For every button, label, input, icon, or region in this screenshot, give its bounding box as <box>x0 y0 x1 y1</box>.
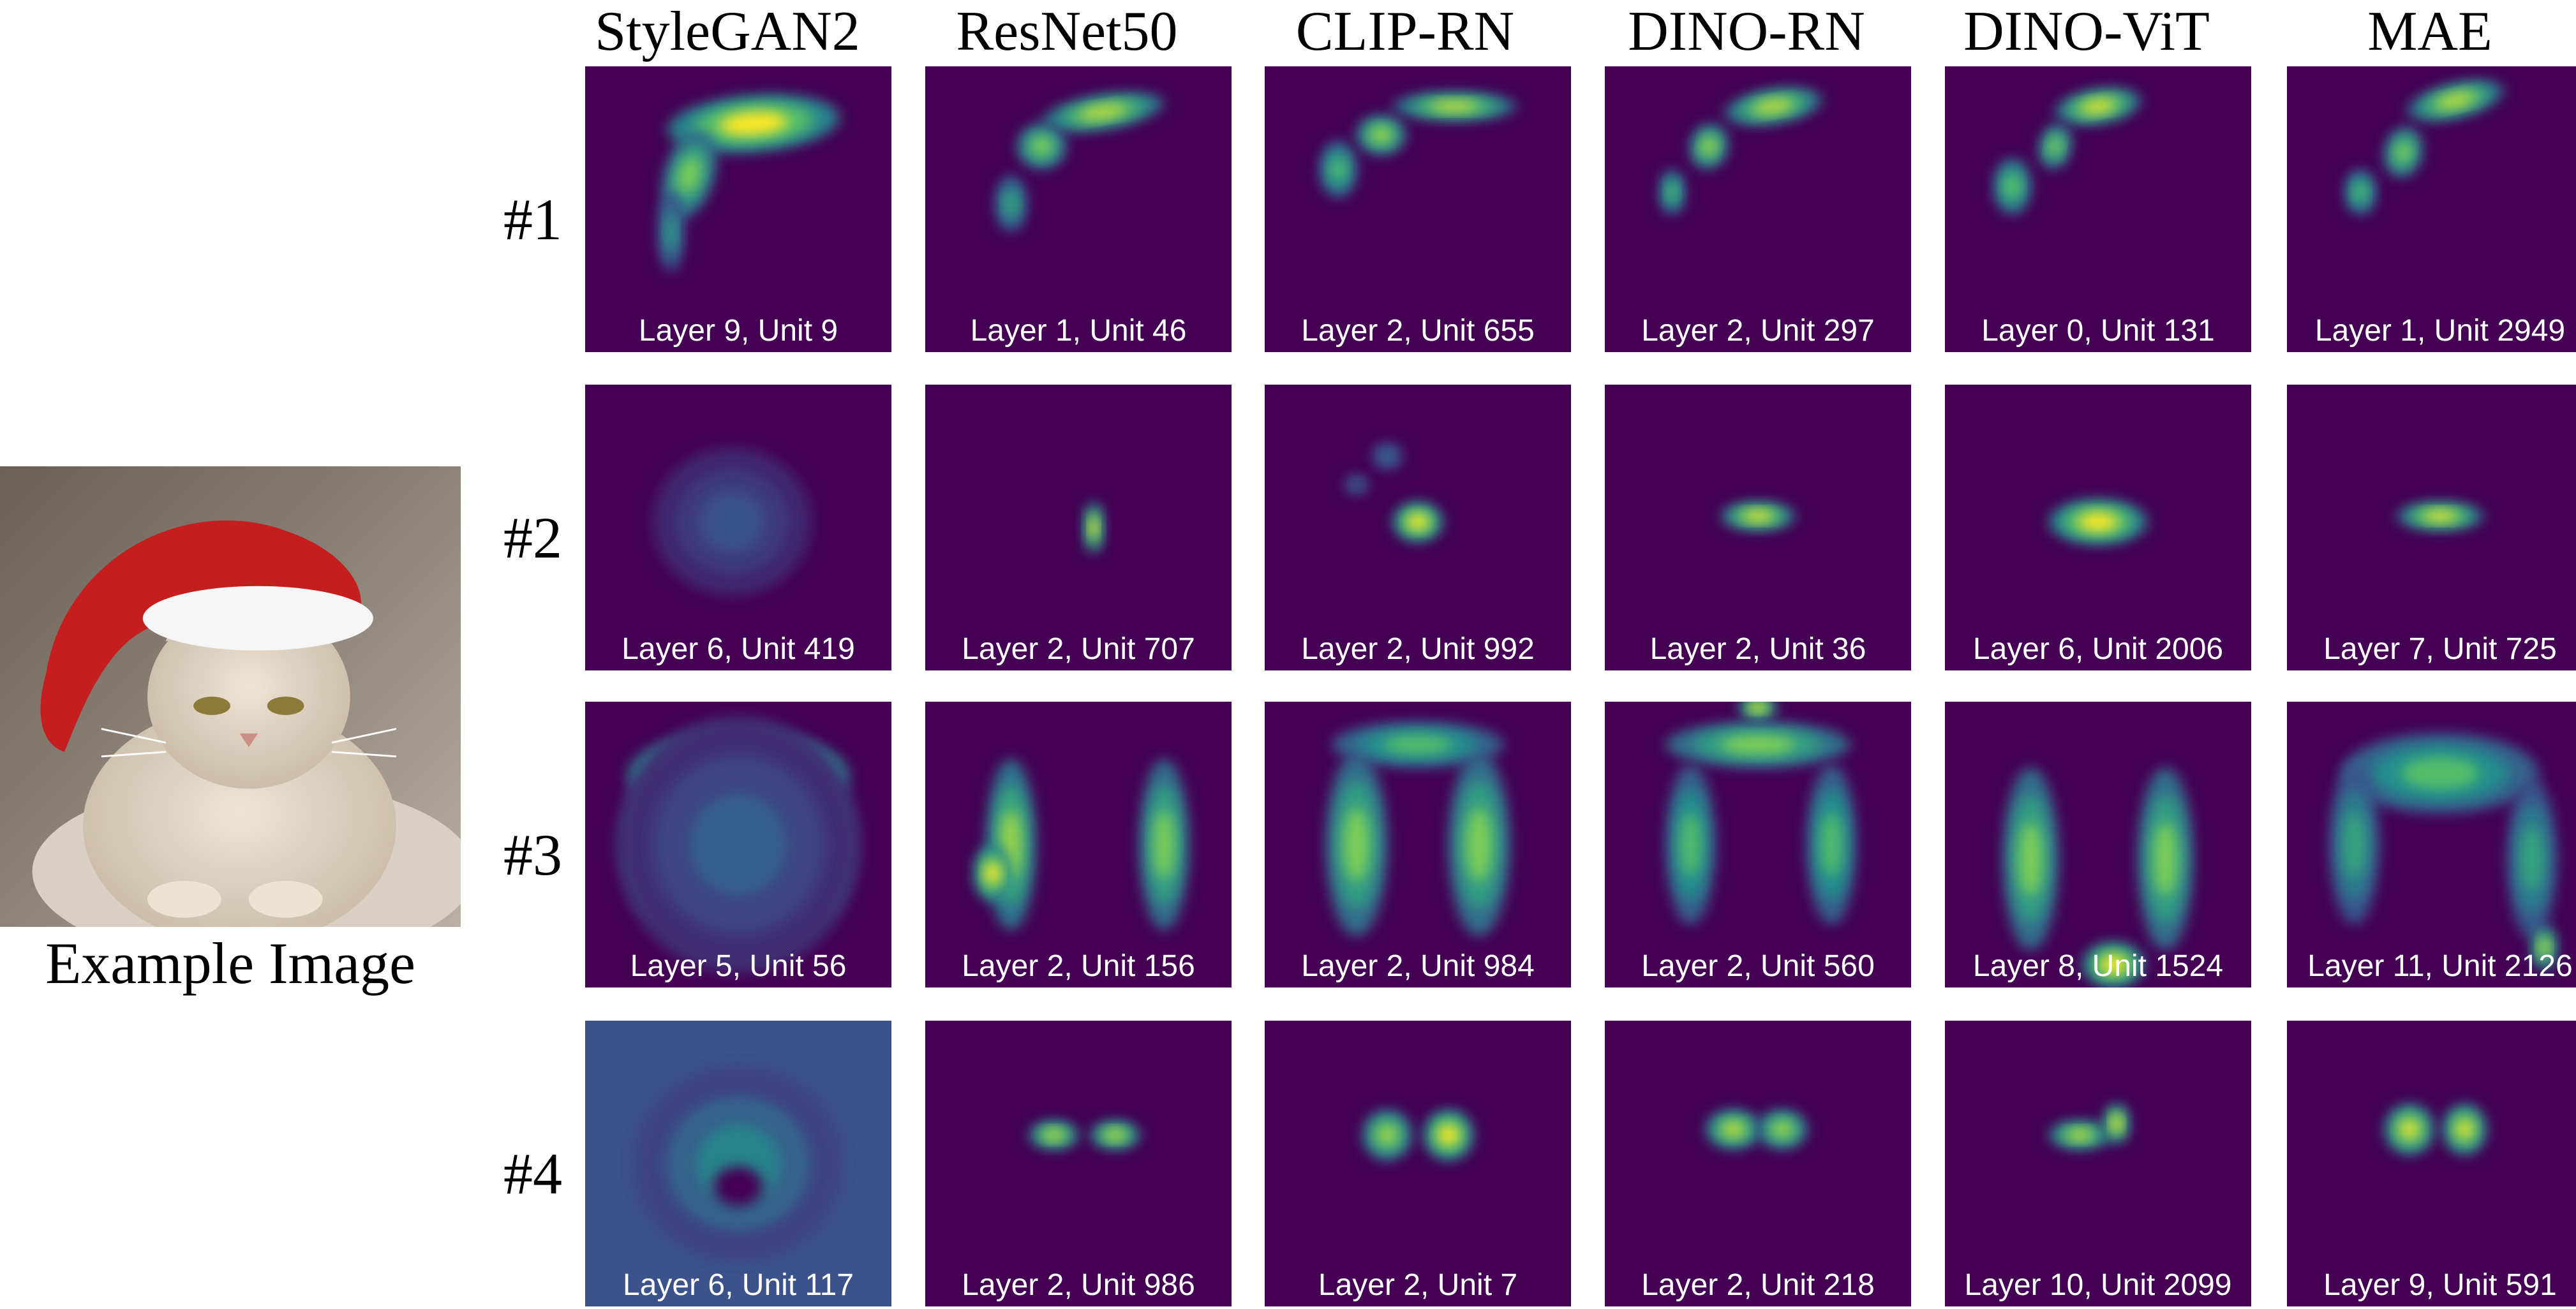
activation-map-caption: Layer 9, Unit 9 <box>638 314 838 348</box>
heatmap-graphic <box>1945 702 2251 987</box>
heatmap-graphic <box>925 1021 1232 1306</box>
cat-image-icon <box>0 466 461 927</box>
activation-map-caption: Layer 9, Unit 591 <box>2323 1268 2557 1302</box>
activation-map-row4-clip-rn: Layer 2, Unit 7 <box>1265 1021 1571 1306</box>
activation-map-caption: Layer 2, Unit 707 <box>962 632 1195 666</box>
activation-map-row2-dino-vit: Layer 6, Unit 2006 <box>1945 385 2251 670</box>
activation-map-caption: Layer 6, Unit 2006 <box>1972 632 2224 666</box>
heatmap-graphic <box>1945 1021 2251 1306</box>
activation-map-row1-dino-vit: Layer 0, Unit 131 <box>1945 66 2251 352</box>
activation-map-caption: Layer 2, Unit 156 <box>962 949 1195 983</box>
column-header-dino-vit: DINO-ViT <box>1963 1 2210 63</box>
activation-map-caption: Layer 1, Unit 2949 <box>2314 314 2566 348</box>
activation-map-row3-dino-vit: Layer 8, Unit 1524 <box>1945 702 2251 987</box>
row-label-2: #2 <box>503 505 562 570</box>
activation-map-row1-stylegan2: Layer 9, Unit 9 <box>585 66 891 352</box>
activation-map-caption: Layer 2, Unit 7 <box>1318 1268 1518 1302</box>
activation-map-caption: Layer 1, Unit 46 <box>970 314 1187 348</box>
activation-map-row3-mae: Layer 11, Unit 2126 <box>2287 702 2576 987</box>
heatmap-graphic <box>925 385 1232 670</box>
heatmap-graphic <box>1945 66 2251 352</box>
activation-map-row3-resnet50: Layer 2, Unit 156 <box>925 702 1232 987</box>
activation-map-row4-dino-vit: Layer 10, Unit 2099 <box>1945 1021 2251 1306</box>
activation-map-row4-resnet50: Layer 2, Unit 986 <box>925 1021 1232 1306</box>
row-label-3: #3 <box>503 822 562 887</box>
heatmap-graphic <box>2287 1021 2576 1306</box>
activation-map-caption: Layer 2, Unit 218 <box>1641 1268 1875 1302</box>
column-header-mae: MAE <box>2367 1 2492 63</box>
activation-map-caption: Layer 7, Unit 725 <box>2323 632 2557 666</box>
heatmap-graphic <box>1605 385 1911 670</box>
activation-map-row2-dino-rn: Layer 2, Unit 36 <box>1605 385 1911 670</box>
activation-map-row3-dino-rn: Layer 2, Unit 560 <box>1605 702 1911 987</box>
activation-map-row1-resnet50: Layer 1, Unit 46 <box>925 66 1232 352</box>
activation-map-caption: Layer 2, Unit 984 <box>1301 949 1535 983</box>
heatmap-graphic <box>1265 1021 1571 1306</box>
activation-map-row2-stylegan2: Layer 6, Unit 419 <box>585 385 891 670</box>
heatmap-graphic <box>1945 385 2251 670</box>
activation-map-row3-clip-rn: Layer 2, Unit 984 <box>1265 702 1571 987</box>
heatmap-graphic <box>2287 702 2576 987</box>
heatmap-graphic <box>585 1021 891 1306</box>
heatmap-graphic <box>585 702 891 987</box>
activation-map-row1-mae: Layer 1, Unit 2949 <box>2287 66 2576 352</box>
column-header-stylegan2: StyleGAN2 <box>595 1 860 63</box>
activation-map-row2-mae: Layer 7, Unit 725 <box>2287 385 2576 670</box>
heatmap-graphic <box>1265 66 1571 352</box>
activation-map-row4-mae: Layer 9, Unit 591 <box>2287 1021 2576 1306</box>
activation-map-caption: Layer 2, Unit 297 <box>1641 314 1875 348</box>
activation-map-caption: Layer 2, Unit 986 <box>962 1268 1195 1302</box>
activation-map-row4-dino-rn: Layer 2, Unit 218 <box>1605 1021 1911 1306</box>
heatmap-graphic <box>1605 1021 1911 1306</box>
activation-map-caption: Layer 11, Unit 2126 <box>2307 949 2573 983</box>
activation-map-row3-stylegan2: Layer 5, Unit 56 <box>585 702 891 987</box>
example-image-caption: Example Image <box>45 931 415 996</box>
column-header-clip-rn: CLIP-RN <box>1295 1 1515 63</box>
heatmap-graphic <box>925 66 1232 352</box>
activation-map-caption: Layer 5, Unit 56 <box>630 949 847 983</box>
heatmap-graphic <box>2287 385 2576 670</box>
column-header-resnet50: ResNet50 <box>956 1 1178 63</box>
activation-map-row4-stylegan2: Layer 6, Unit 117 <box>585 1021 891 1306</box>
heatmap-graphic <box>1265 702 1571 987</box>
activation-map-caption: Layer 6, Unit 419 <box>622 632 855 666</box>
activation-map-caption: Layer 2, Unit 560 <box>1641 949 1875 983</box>
activation-map-row2-clip-rn: Layer 2, Unit 992 <box>1265 385 1571 670</box>
activation-map-caption: Layer 6, Unit 117 <box>623 1268 854 1302</box>
column-header-dino-rn: DINO-RN <box>1628 1 1865 63</box>
heatmap-graphic <box>1605 66 1911 352</box>
activation-map-row2-resnet50: Layer 2, Unit 707 <box>925 385 1232 670</box>
heatmap-graphic <box>925 702 1232 987</box>
activation-map-caption: Layer 10, Unit 2099 <box>1964 1268 2232 1302</box>
row-label-4: #4 <box>503 1141 562 1206</box>
example-image <box>0 466 461 927</box>
heatmap-graphic <box>585 385 891 670</box>
activation-map-caption: Layer 2, Unit 992 <box>1301 632 1535 666</box>
activation-map-caption: Layer 2, Unit 655 <box>1301 314 1535 348</box>
heatmap-graphic <box>1265 385 1571 670</box>
activation-map-row1-dino-rn: Layer 2, Unit 297 <box>1605 66 1911 352</box>
row-label-1: #1 <box>503 187 562 252</box>
heatmap-graphic <box>585 66 891 352</box>
activation-map-caption: Layer 2, Unit 36 <box>1649 632 1866 666</box>
activation-map-caption: Layer 0, Unit 131 <box>1981 314 2215 348</box>
activation-map-caption: Layer 8, Unit 1524 <box>1972 949 2224 983</box>
heatmap-graphic <box>1605 702 1911 987</box>
activation-map-row1-clip-rn: Layer 2, Unit 655 <box>1265 66 1571 352</box>
heatmap-graphic <box>2287 66 2576 352</box>
